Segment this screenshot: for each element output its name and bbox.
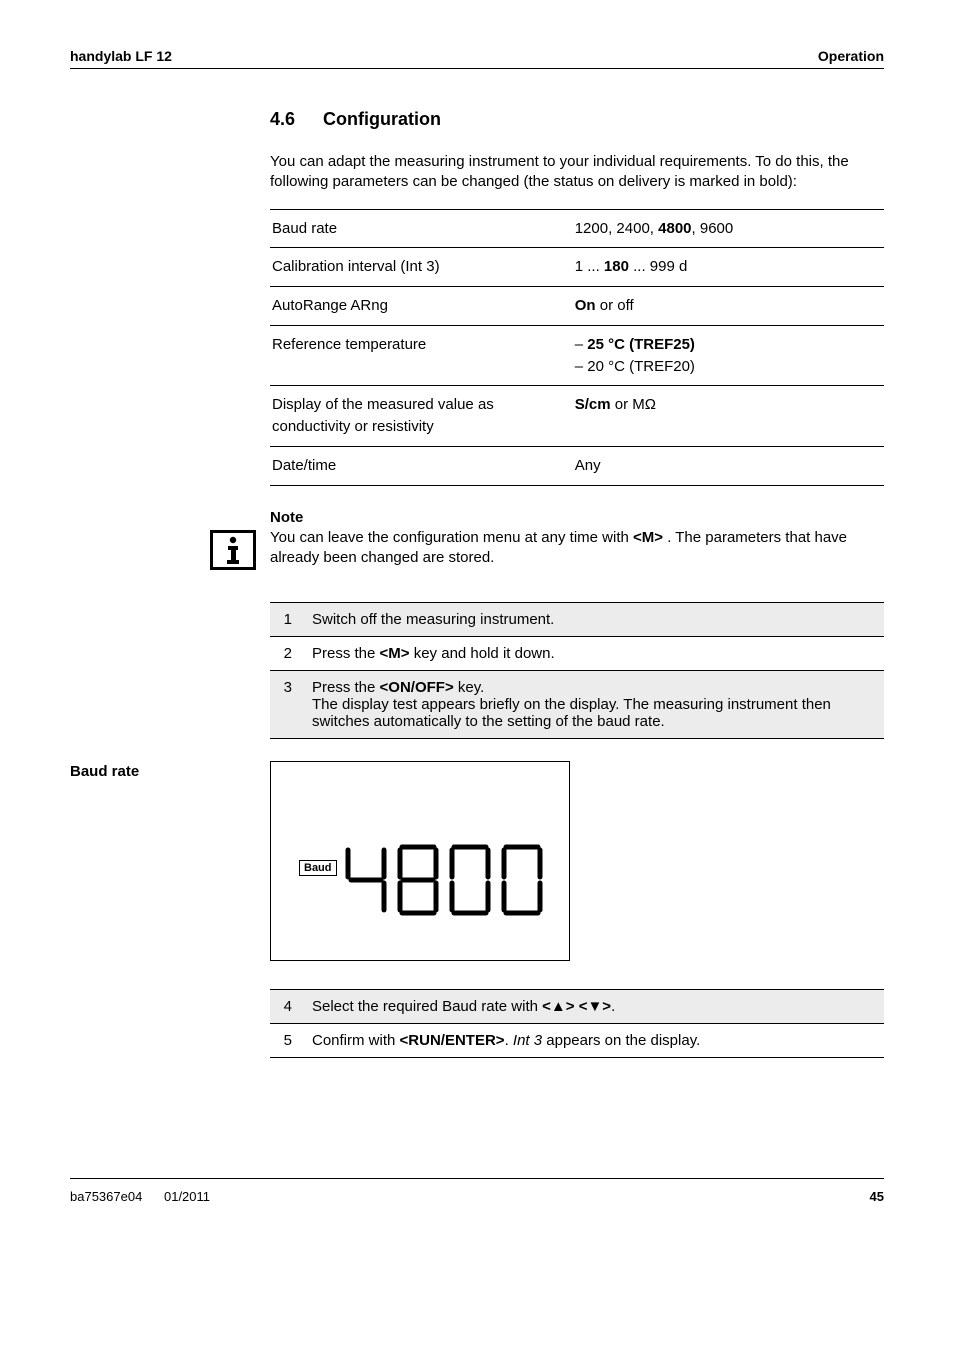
param-value: S/cm or MΩ	[565, 386, 884, 447]
page-number: 45	[870, 1189, 884, 1204]
header-right: Operation	[818, 48, 884, 64]
step-number: 2	[270, 636, 302, 670]
table-row: 3Press the <ON/OFF> key.The display test…	[270, 670, 884, 738]
step-body: Press the <M> key and hold it down.	[302, 636, 884, 670]
step-number: 5	[270, 1023, 302, 1057]
note-block: Note You can leave the configuration men…	[70, 508, 884, 578]
table-row: 4Select the required Baud rate with <▲> …	[270, 989, 884, 1023]
step-number: 4	[270, 989, 302, 1023]
param-value: Any	[565, 446, 884, 485]
table-row: 5Confirm with <RUN/ENTER>. Int 3 appears…	[270, 1023, 884, 1057]
content-column: 4.6 Configuration You can adapt the meas…	[270, 109, 884, 1058]
param-label: Reference temperature	[270, 325, 565, 386]
header-left: handylab LF 12	[70, 48, 172, 64]
step-body: Confirm with <RUN/ENTER>. Int 3 appears …	[302, 1023, 884, 1057]
step-table-b: 4Select the required Baud rate with <▲> …	[270, 989, 884, 1058]
param-value: On or off	[565, 287, 884, 326]
param-value: 25 °C (TREF25)20 °C (TREF20)	[565, 325, 884, 386]
table-row: Reference temperature25 °C (TREF25)20 °C…	[270, 325, 884, 386]
step-body: Switch off the measuring instrument.	[302, 602, 884, 636]
note-body: You can leave the configuration menu at …	[270, 529, 847, 566]
display-inner: Baud	[299, 844, 545, 916]
footer-left: ba75367e04	[70, 1189, 142, 1204]
parameter-table: Baud rate1200, 2400, 4800, 9600Calibrati…	[270, 209, 884, 486]
seven-segment-readout	[343, 844, 545, 916]
step-table-a: 1Switch off the measuring instrument.2Pr…	[270, 602, 884, 739]
page-footer: ba75367e04 01/2011 45	[70, 1189, 884, 1204]
table-row: Baud rate1200, 2400, 4800, 9600	[270, 209, 884, 248]
instrument-display: Baud	[270, 761, 570, 961]
table-row: 2Press the <M> key and hold it down.	[270, 636, 884, 670]
seven-segment-digit	[343, 844, 389, 916]
table-row: Date/timeAny	[270, 446, 884, 485]
section-heading: 4.6 Configuration	[270, 109, 884, 130]
table-row: AutoRange ARngOn or off	[270, 287, 884, 326]
table-row: 1Switch off the measuring instrument.	[270, 602, 884, 636]
footer-doc-id: ba75367e04 01/2011	[70, 1189, 210, 1204]
seven-segment-digit	[447, 844, 493, 916]
param-value: 1 ... 180 ... 999 d	[565, 248, 884, 287]
table-row: Calibration interval (Int 3)1 ... 180 ..…	[270, 248, 884, 287]
baud-display-row: Baud rate Baud	[70, 761, 884, 961]
step-number: 1	[270, 602, 302, 636]
step-body: Select the required Baud rate with <▲> <…	[302, 989, 884, 1023]
seven-segment-digit	[395, 844, 441, 916]
note-title: Note	[270, 508, 884, 528]
side-label-col: Baud rate	[70, 761, 270, 781]
param-label: Baud rate	[270, 209, 565, 248]
intro-paragraph: You can adapt the measuring instrument t…	[270, 152, 884, 193]
info-icon	[210, 530, 256, 570]
page: handylab LF 12 Operation 4.6 Configurati…	[0, 0, 954, 1234]
section-number: 4.6	[270, 109, 318, 130]
param-label: AutoRange ARng	[270, 287, 565, 326]
footer-date: 01/2011	[164, 1189, 210, 1204]
note-text: Note You can leave the configuration men…	[270, 508, 884, 569]
seven-segment-digit	[499, 844, 545, 916]
step-number: 3	[270, 670, 302, 738]
baud-tag: Baud	[299, 860, 337, 876]
footer-rule	[70, 1178, 884, 1179]
step-body: Press the <ON/OFF> key.The display test …	[302, 670, 884, 738]
info-icon-wrap	[210, 530, 256, 570]
header-rule	[70, 68, 884, 69]
section-title: Configuration	[323, 109, 441, 129]
param-value: 1200, 2400, 4800, 9600	[565, 209, 884, 248]
baud-rate-label: Baud rate	[70, 763, 139, 780]
param-label: Display of the measured value as conduct…	[270, 386, 565, 447]
running-header: handylab LF 12 Operation	[70, 48, 884, 64]
param-label: Calibration interval (Int 3)	[270, 248, 565, 287]
param-label: Date/time	[270, 446, 565, 485]
table-row: Display of the measured value as conduct…	[270, 386, 884, 447]
